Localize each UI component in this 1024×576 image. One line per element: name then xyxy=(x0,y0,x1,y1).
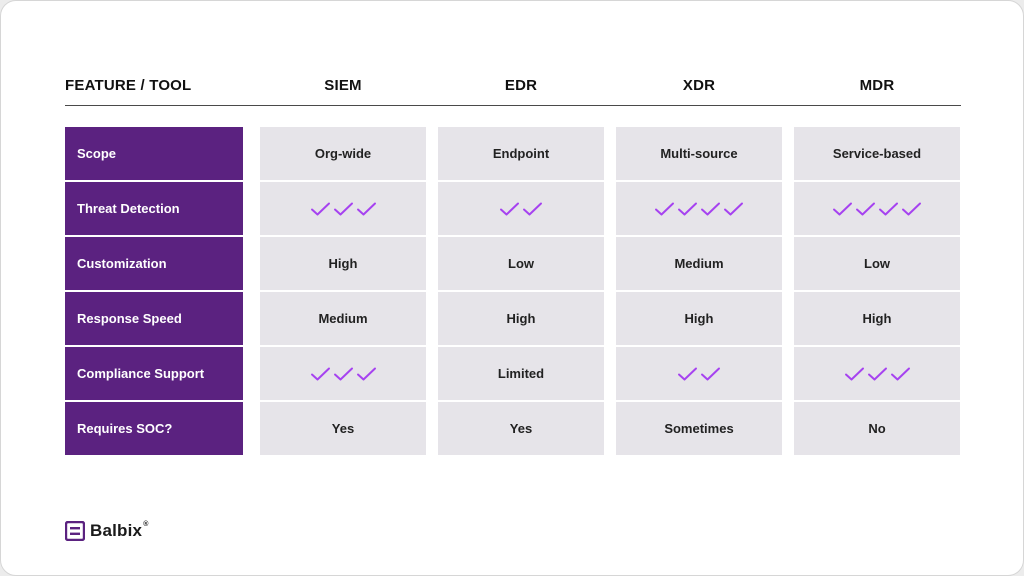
cell-threat-detection-xdr xyxy=(616,182,782,235)
cell-compliance-support-edr: Limited xyxy=(438,347,604,400)
cell-value: High xyxy=(862,311,892,326)
header-mdr: MDR xyxy=(859,77,895,94)
cell-value: Medium xyxy=(674,256,724,271)
cell-compliance-support-mdr xyxy=(794,347,960,400)
row-label-requires-soc: Requires SOC? xyxy=(65,402,243,455)
check-icon xyxy=(879,202,898,215)
cell-value: Yes xyxy=(331,421,355,436)
cell-value: Org-wide xyxy=(314,146,372,161)
cell-value: Endpoint xyxy=(492,146,550,161)
check-icon xyxy=(678,367,697,380)
check-icon xyxy=(523,202,542,215)
cell-requires-soc-edr: Yes xyxy=(438,402,604,455)
cell-scope-xdr: Multi-source xyxy=(616,127,782,180)
check-icon xyxy=(310,367,330,380)
cell-value: Low xyxy=(864,256,890,271)
cell-scope-siem: Org-wide xyxy=(260,127,426,180)
cell-threat-detection-siem xyxy=(260,182,426,235)
check-icon xyxy=(856,202,875,215)
logo-wordmark: Balbix® xyxy=(90,521,149,540)
cell-compliance-support-xdr xyxy=(616,347,782,400)
row-label-scope: Scope xyxy=(65,127,243,180)
row-label-compliance-support: Compliance Support xyxy=(65,347,243,400)
check-rating xyxy=(844,366,911,382)
cell-requires-soc-siem: Yes xyxy=(260,402,426,455)
check-rating xyxy=(677,366,721,382)
cell-value: Medium xyxy=(318,311,368,326)
check-rating xyxy=(832,201,922,217)
header-divider xyxy=(65,105,961,106)
check-icon xyxy=(356,367,376,380)
check-rating xyxy=(310,201,377,217)
cell-scope-mdr: Service-based xyxy=(794,127,960,180)
cell-response-speed-xdr: High xyxy=(616,292,782,345)
check-icon xyxy=(844,367,864,380)
cell-value: Service-based xyxy=(832,146,922,161)
check-icon xyxy=(701,367,720,380)
check-icon xyxy=(655,202,674,215)
check-icon xyxy=(890,367,910,380)
registered-mark: ® xyxy=(143,521,149,528)
header-xdr: XDR xyxy=(682,77,716,94)
check-icon xyxy=(701,202,720,215)
cell-response-speed-siem: Medium xyxy=(260,292,426,345)
check-icon xyxy=(867,367,887,380)
cell-response-speed-mdr: High xyxy=(794,292,960,345)
cell-value: Yes xyxy=(509,421,533,436)
cell-requires-soc-xdr: Sometimes xyxy=(616,402,782,455)
cell-customization-edr: Low xyxy=(438,237,604,290)
cell-value: Limited xyxy=(497,366,545,381)
cell-value: High xyxy=(328,256,358,271)
check-icon xyxy=(724,202,743,215)
check-icon xyxy=(833,202,852,215)
cell-value: No xyxy=(868,421,886,436)
check-icon xyxy=(310,202,330,215)
balbix-logo: Balbix® xyxy=(65,520,149,542)
cell-value: High xyxy=(506,311,536,326)
check-rating xyxy=(499,201,543,217)
cell-value: High xyxy=(684,311,714,326)
check-icon xyxy=(333,367,353,380)
row-label-threat-detection: Threat Detection xyxy=(65,182,243,235)
check-rating xyxy=(654,201,744,217)
cell-value: Low xyxy=(508,256,534,271)
cell-threat-detection-mdr xyxy=(794,182,960,235)
cell-response-speed-edr: High xyxy=(438,292,604,345)
check-icon xyxy=(902,202,921,215)
cell-compliance-support-siem xyxy=(260,347,426,400)
check-icon xyxy=(356,202,376,215)
cell-requires-soc-mdr: No xyxy=(794,402,960,455)
header-siem: SIEM xyxy=(324,77,362,94)
row-label-customization: Customization xyxy=(65,237,243,290)
check-rating xyxy=(310,366,377,382)
cell-customization-mdr: Low xyxy=(794,237,960,290)
balbix-logo-icon xyxy=(65,521,85,541)
cell-value: Sometimes xyxy=(664,421,734,436)
cell-customization-xdr: Medium xyxy=(616,237,782,290)
check-icon xyxy=(333,202,353,215)
row-label-response-speed: Response Speed xyxy=(65,292,243,345)
check-icon xyxy=(500,202,519,215)
cell-scope-edr: Endpoint xyxy=(438,127,604,180)
header-edr: EDR xyxy=(504,77,538,94)
header-feature-tool: FEATURE / TOOL xyxy=(65,77,192,94)
check-icon xyxy=(678,202,697,215)
cell-customization-siem: High xyxy=(260,237,426,290)
cell-value: Multi-source xyxy=(660,146,738,161)
cell-threat-detection-edr xyxy=(438,182,604,235)
